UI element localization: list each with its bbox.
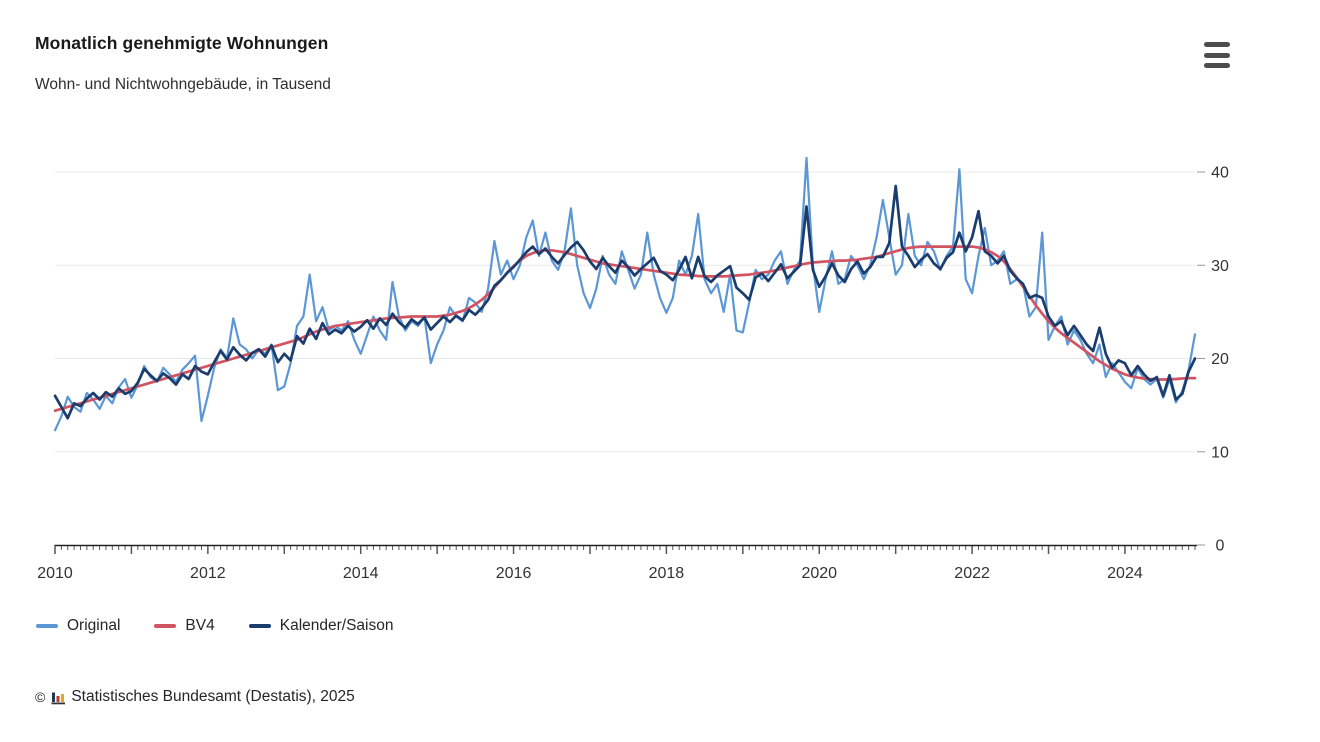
legend-item-bv4: BV4: [154, 617, 215, 635]
legend-label: Kalender/Saison: [279, 617, 394, 634]
page-subtitle: Wohn- und Nichtwohngebäude, in Tausend: [35, 76, 331, 93]
x-axis-tick-label: 2012: [190, 565, 226, 582]
legend-swatch-original: [36, 624, 58, 628]
menu-bar: [1204, 63, 1230, 68]
legend-label: BV4: [185, 617, 215, 634]
x-axis-tick-label: 2014: [343, 565, 379, 582]
legend-swatch-bv4: [154, 624, 177, 628]
y-axis-tick-label: 30: [1211, 258, 1229, 275]
source-text: Statistisches Bundesamt (Destatis), 2025: [71, 688, 355, 705]
legend-label: Original: [67, 617, 121, 634]
y-axis-tick-label: 40: [1211, 165, 1229, 182]
x-axis-tick-label: 2020: [801, 565, 837, 582]
menu-bar: [1204, 52, 1230, 58]
chart-legend: Original BV4 Kalender/Saison: [36, 617, 393, 635]
x-axis-tick-label: 2018: [649, 565, 685, 582]
series-line-kalender-saison: [53, 184, 1197, 420]
menu-bar: [1204, 42, 1230, 47]
y-axis-tick-label: 0: [1216, 538, 1225, 555]
page-title: Monatlich genehmigte Wohnungen: [35, 33, 329, 53]
copyright-symbol: ©: [35, 689, 46, 705]
legend-item-original: Original: [36, 617, 120, 635]
x-axis-tick-label: 2022: [954, 565, 990, 582]
line-chart-svg: 2010 2012 2014 2016 2018 2020 2022 2024 0 10 20 30 4…: [37, 156, 1229, 582]
series-line-original: [53, 156, 1197, 432]
line-chart: 2010 2012 2014 2016 2018 2020 2022 2024 0 10 20 30 4…: [37, 156, 1229, 582]
destatis-bar-chart-icon: [51, 692, 66, 704]
hamburger-menu-icon[interactable]: [1204, 42, 1232, 68]
y-axis-tick-label: 10: [1211, 444, 1229, 461]
legend-item-kalender-saison: Kalender/Saison: [248, 617, 394, 635]
series-line-bv4: [53, 245, 1197, 413]
x-axis-tick-label: 2016: [496, 565, 532, 582]
x-axis-tick-label: 2010: [37, 565, 73, 582]
y-axis-tick-label: 20: [1211, 351, 1229, 368]
source-line: © Statistisches Bundesamt (Destatis), 20…: [35, 688, 355, 706]
legend-swatch-kalender-saison: [248, 624, 271, 628]
x-axis-tick-label: 2024: [1107, 565, 1143, 582]
